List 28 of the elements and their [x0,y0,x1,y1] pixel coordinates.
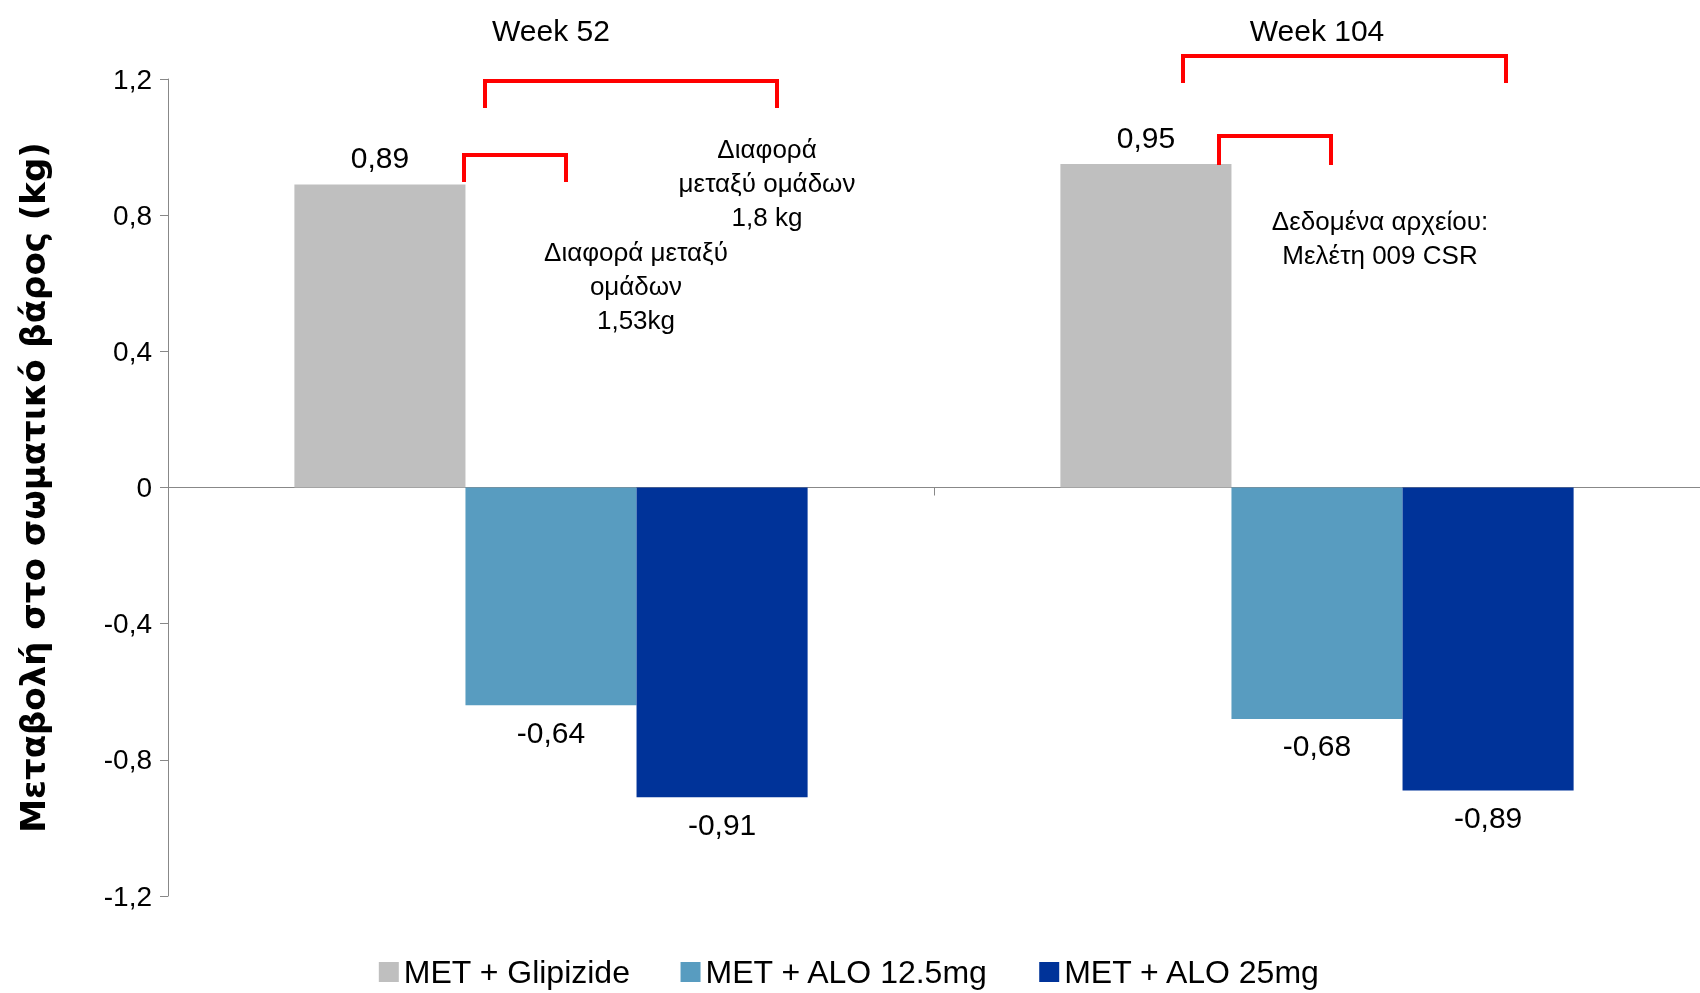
y-tick-label: 0 [136,472,152,503]
x-tick-label: Week 104 [1249,13,1385,47]
legend-label: MET + ALO 12.5mg [705,954,987,990]
y-tick-label: -0,8 [103,744,152,776]
bar [636,487,808,798]
data-label: -0,89 [1453,800,1523,834]
annotation: Δεδομένα αρχείου: Μελέτη 009 CSR [1271,206,1489,270]
x-tick-label: Week 52 [492,13,610,47]
data-label: 0,95 [1116,120,1176,154]
y-axis-title: Μεταβολή στο σωματικό βάρος (kg) [13,142,53,833]
bar [1402,487,1574,791]
y-tick-label: 0,4 [113,335,152,367]
y-tick-label: 1,2 [113,63,152,95]
data-label: 0,89 [350,141,410,175]
data-label: -0,91 [687,807,757,841]
y-tick-label: 0,8 [113,199,152,231]
bar [1060,164,1232,488]
data-label: -0,68 [1282,729,1352,763]
bar [294,184,466,488]
annotation: Διαφορά μεταξύ ομάδων 1,8 kg [678,134,856,232]
bar [1231,487,1403,719]
data-label: -0,64 [516,715,586,749]
annotation: Διαφορά μεταξύ ομάδων 1,53kg [544,237,728,335]
y-tick-label: -0,4 [103,608,152,640]
legend-label: MET + ALO 25mg [1064,954,1319,990]
y-tick-label: -1,2 [103,880,152,912]
bar [465,487,637,706]
legend-label: MET + Glipizide [403,954,630,990]
